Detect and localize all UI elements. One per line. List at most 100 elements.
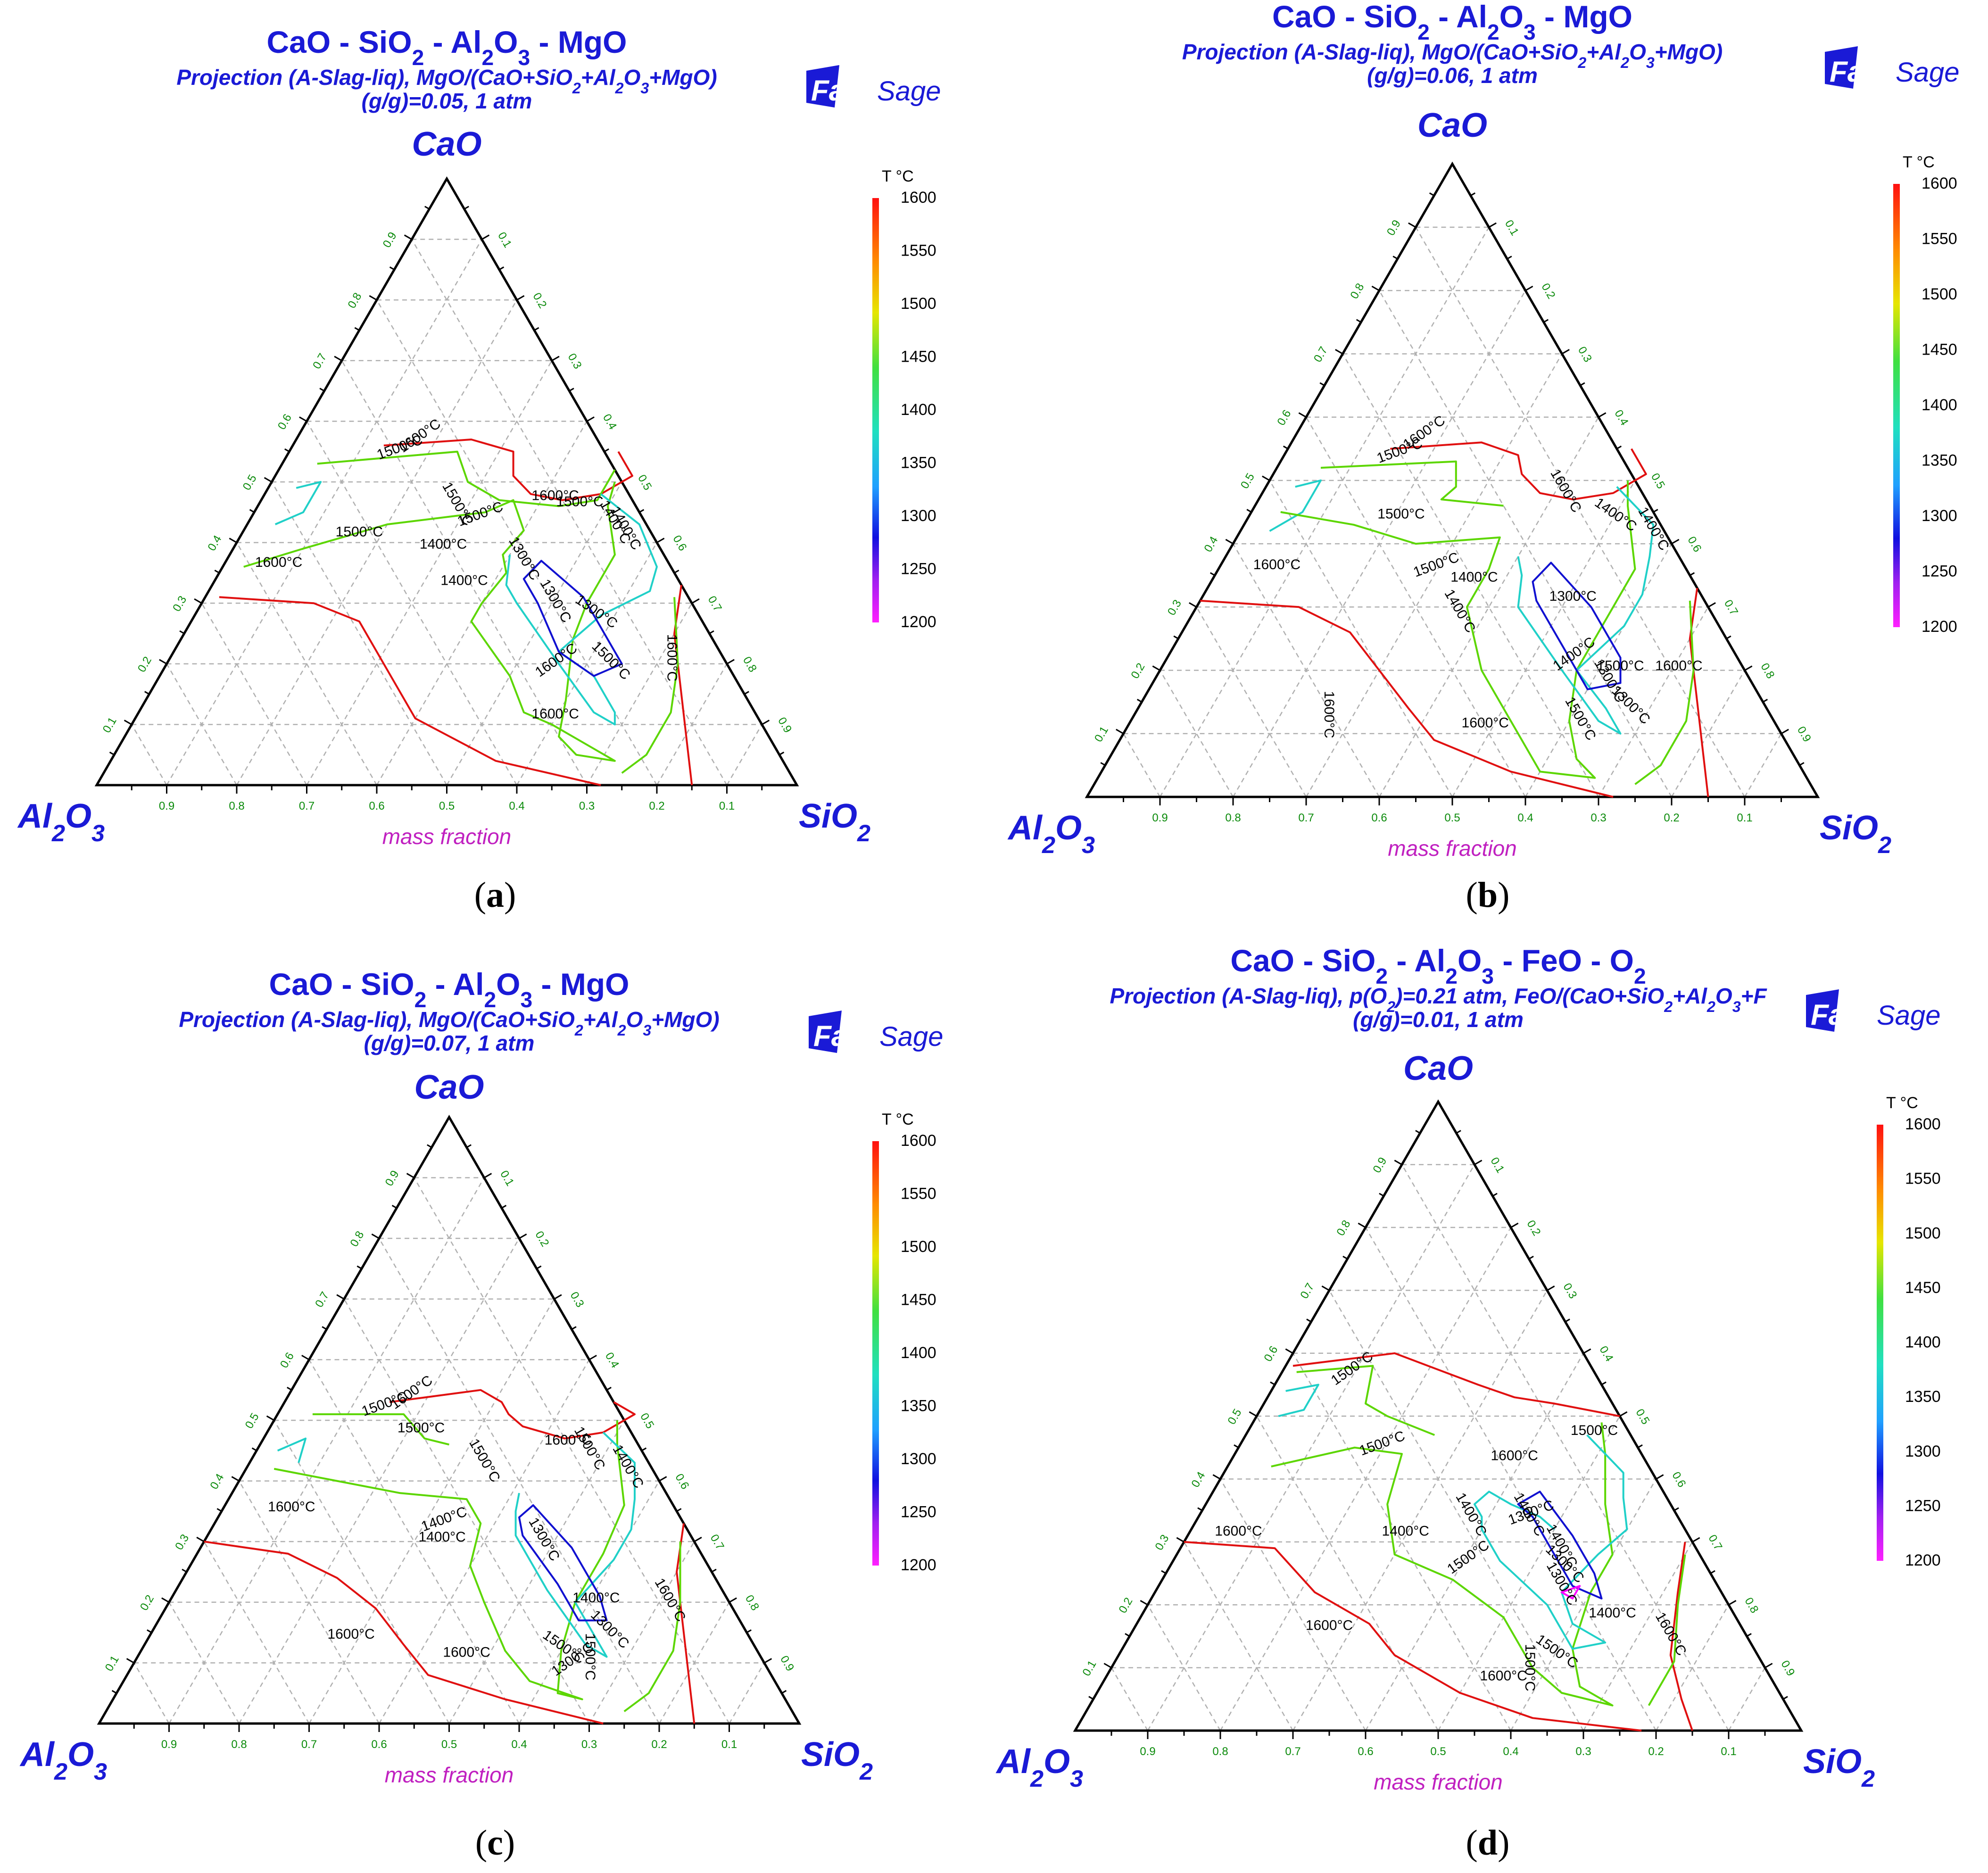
tick-right [534,327,539,331]
tick-left [322,1326,327,1330]
bottom-tick-label: 0.1 [721,1738,737,1751]
contour-label: 1600°C [1462,715,1509,730]
contour-label: 1300°C [1549,588,1597,604]
contour-label: 1400°C [1550,634,1598,674]
bottom-tick-label: 0.6 [1358,1745,1373,1758]
right-tick-label: 0.5 [635,472,654,492]
grid-line-al2o3 [1342,353,1599,797]
left-tick-label: 0.9 [381,230,399,250]
colorbar-tick-label: 1200 [1922,618,1957,636]
tick-left [1319,382,1325,386]
grid-line-al2o3 [203,1541,310,1724]
grid-line-al2o3 [273,1420,450,1724]
contour-1500c [273,1420,625,1700]
bottom-tick-label: 0.8 [1225,812,1241,824]
diagram-title: CaO - SiO2 - Al2O3 - FeO - O2 [1230,943,1646,988]
tick-right [499,266,505,271]
panel-b: CaO - SiO2 - Al2O3 - MgO Projection (A-Sl… [994,0,1988,924]
contour-label: 1500°C [1522,1644,1538,1691]
diagram-title: CaO - SiO2 - Al2O3 - MgO [267,25,627,70]
tick-right [1619,1411,1628,1417]
grid-line-sio2 [516,542,658,786]
colorbar-tick-label: 1600 [901,189,936,207]
contour-label: 1600°C [1655,658,1702,674]
colorbar-tick-label: 1450 [1922,341,1957,359]
contour-label: 1300°C [505,534,543,583]
tick-left [1408,222,1416,228]
tick-right [464,206,469,210]
colorbar: T °C 1600 1550 1500 1450 1400 1350 1300 1250 1200 [872,167,936,631]
grid-line-sio2 [1510,1478,1657,1731]
contour-label: 1600°C [1480,1668,1527,1683]
left-tick-label: 0.2 [135,655,154,674]
tick-right [1601,1381,1607,1385]
left-tick-label: 0.2 [1116,1595,1135,1615]
bottom-tick-label: 0.3 [1575,1745,1591,1758]
colorbar: T °C 1600 1550 1500 1450 1400 1350 1300 1250 1200 [1893,153,1957,636]
contour-label: 1400°C [420,536,467,552]
caption-a-letter: a [486,875,504,915]
contour-lines [204,1389,696,1724]
grid-line-sio2 [1524,543,1673,797]
colorbar-tick-label: 1300 [901,507,936,525]
tick-left [389,266,395,271]
tick-right [1547,1285,1555,1291]
contour-label: 1600°C [255,555,302,570]
tick-left [1246,509,1252,513]
factsage-logo-bold: Fact [1830,56,1891,88]
contour-1500c [1280,480,1636,779]
right-tick-label: 0.9 [775,715,794,735]
grid-line-al2o3 [341,360,588,786]
tick-left [1189,602,1197,608]
grid-line-sio2 [1451,480,1636,797]
contour-label: 1500°C [1571,1423,1618,1438]
tick-right [1565,1318,1570,1323]
contour-1600c [1689,588,1709,797]
right-tick-label: 0.6 [1669,1470,1688,1490]
tick-left [196,1536,205,1542]
colorbar-title: T °C [882,1111,914,1128]
colorbar-tick-label: 1400 [1922,396,1957,414]
tick-right [674,570,679,574]
diagram-subtitle-2: (g/g)=0.06, 1 atm [1367,63,1538,88]
factsage-logo-bold: Fact [1811,999,1872,1031]
diagram-subtitle: Projection (A-Slag-liq), p(O2)=0.21 atm,… [1110,984,1767,1015]
tick-right [1728,1600,1737,1606]
tick-right [764,1658,772,1664]
tick-right [1616,445,1622,450]
contour-label: 1500°C [582,1633,598,1680]
contour-1300c [1532,562,1622,690]
tick-right [711,1568,717,1573]
tick-left [1429,192,1434,197]
contour-label: 1500°C [571,1424,608,1473]
tick-left [406,1173,414,1178]
contour-label: 1300°C [572,592,620,632]
bottom-tick-label: 0.7 [299,800,315,812]
tick-left [334,356,342,362]
tick-right [516,295,525,301]
colorbar-tick-label: 1400 [901,1344,936,1362]
contour-label: 1400°C [1441,587,1479,635]
contour-label: 1600°C [664,634,679,681]
tick-right [1781,729,1789,735]
right-vertex-label: SiO2 [799,797,870,846]
left-tick-label: 0.6 [278,1350,297,1370]
tick-left [214,570,220,574]
factsage-logo: Fact Sage [809,1011,943,1053]
tick-left [299,416,307,422]
tick-left [1342,1255,1348,1260]
grid-line-al2o3 [414,1177,730,1724]
bottom-tick-label: 0.9 [1152,812,1168,824]
ternary-diagram-d: CaO - SiO2 - Al2O3 - FeO - O2Projection … [995,943,1941,1794]
tick-right [606,1386,612,1391]
grid-line-al2o3 [166,663,238,786]
tick-left [1197,1507,1203,1511]
tick-right [746,1629,752,1633]
contour-label: 1500°C [556,494,603,509]
tick-right [659,1476,667,1482]
colorbar-tick-label: 1350 [901,454,936,472]
factsage-logo-bold: Fact [813,1020,875,1053]
caption-b-letter: b [1477,875,1498,915]
left-tick-label: 0.3 [170,594,189,613]
